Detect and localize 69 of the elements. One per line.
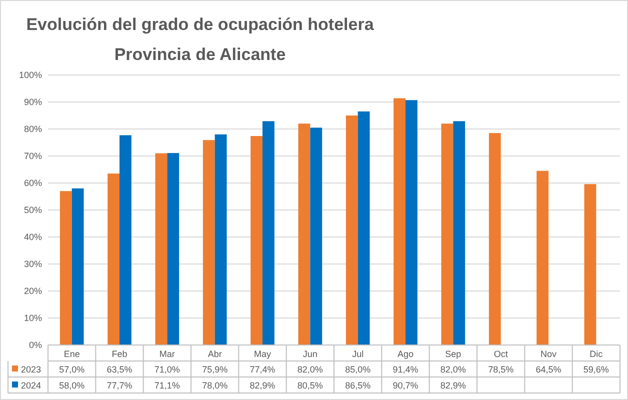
chart-subtitle: Provincia de Alicante [114,45,286,64]
data-label: 78,0% [202,380,228,390]
data-label: 58,0% [59,380,85,390]
x-tick-label: Nov [540,349,557,359]
bar [250,136,262,345]
bar [167,153,180,345]
data-label: 57,0% [59,364,85,374]
bar [120,135,132,345]
bar [536,170,548,345]
bar [155,153,168,345]
x-tick-label: Feb [112,349,128,359]
x-tick-label: Ago [397,349,414,359]
y-tick-label: 0% [28,340,42,350]
bar [262,121,274,345]
x-tick-label: Ene [64,349,80,359]
x-tick-label: Sep [445,349,462,359]
bar [406,100,418,345]
y-tick-label: 60% [24,178,42,188]
legend-label: 2024 [21,380,42,390]
data-label: 59,6% [583,364,609,374]
data-label: 91,4% [392,364,418,374]
bar [453,121,466,345]
bar [394,98,406,345]
data-label: 82,9% [440,380,466,390]
bar [358,111,370,345]
bar [72,188,84,345]
data-label: 82,0% [297,364,323,374]
y-tick-label: 100% [18,70,42,80]
data-label: 77,4% [250,364,276,374]
data-label: 77,7% [106,380,132,390]
data-label: 63,5% [106,364,132,374]
bar [60,191,72,345]
x-tick-label: Oct [494,349,508,359]
y-tick-label: 70% [24,150,42,161]
data-label: 82,9% [250,380,276,390]
bar [488,133,501,345]
data-label: 71,1% [154,380,180,390]
x-tick-label: Jul [352,349,364,359]
bar [108,174,120,345]
data-label: 82,0% [440,364,466,374]
data-label: 75,9% [202,364,228,374]
x-tick-label: Dic [590,349,604,359]
y-tick-label: 80% [24,124,42,134]
x-tick-label: Jun [302,349,318,359]
chart-title: Evolución del grado de ocupación hotelera [26,15,374,34]
y-tick-label: 10% [24,312,42,323]
data-label: 71,0% [154,364,180,374]
y-tick-label: 90% [24,96,42,107]
bar [584,184,596,345]
data-label: 86,5% [345,380,371,390]
data-label: 90,7% [392,380,418,390]
y-tick-label: 50% [24,204,42,215]
bar [441,124,454,345]
x-tick-label: Abr [208,349,222,359]
x-tick-label: Mar [159,349,175,359]
bar [214,134,227,345]
y-tick-label: 30% [24,258,42,269]
data-label: 85,0% [345,364,371,374]
y-tick-label: 40% [24,232,42,242]
data-label: 80,5% [297,380,323,390]
y-tick-label: 20% [24,286,42,296]
bar [346,116,358,345]
legend-label: 2023 [21,364,42,374]
bar [310,128,322,345]
data-label: 78,5% [488,364,514,374]
bar [298,124,310,345]
x-tick-label: May [254,349,272,359]
bar [202,140,215,345]
data-label: 64,5% [536,364,562,374]
